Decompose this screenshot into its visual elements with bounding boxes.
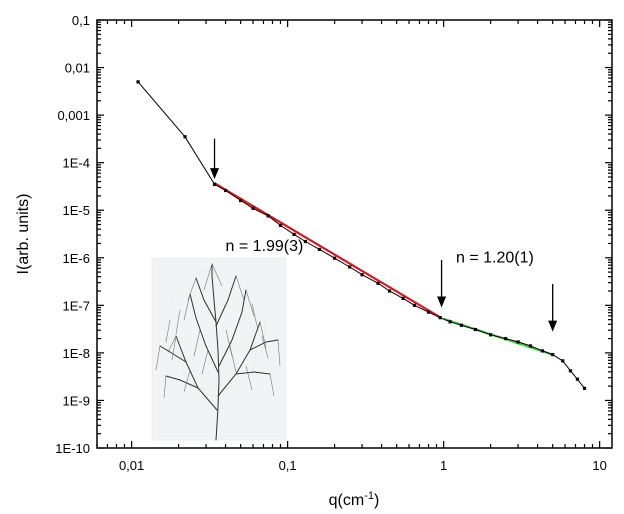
x-axis-title-base: q(cm: [329, 492, 365, 509]
data-point: [387, 289, 392, 293]
marker-arrow: [548, 284, 558, 332]
x-tick-label: 0,1: [279, 458, 297, 473]
data-point: [251, 206, 255, 210]
data-point: [438, 316, 442, 320]
y-tick-label: 1E-10: [55, 441, 90, 456]
data-series: [136, 80, 587, 390]
plot-frame: [96, 19, 613, 449]
y-axis-title: I(arb. units): [15, 194, 32, 275]
slope-annotation: n = 1.20(1): [456, 249, 534, 266]
data-point: [582, 386, 587, 390]
x-axis-title-sup: -1: [364, 490, 374, 502]
data-point: [266, 214, 270, 218]
data-point: [504, 336, 508, 341]
data-point: [317, 247, 322, 252]
data-point: [473, 327, 478, 332]
data-point: [332, 256, 337, 260]
annotations: n = 1.99(3) n = 1.20(1): [226, 238, 534, 267]
data-point: [540, 349, 545, 353]
data-point: [575, 377, 579, 381]
y-tick-label: 1E-5: [63, 203, 90, 218]
fit-line: [213, 182, 441, 319]
data-point: [448, 320, 452, 324]
y-tick-label: 1E-6: [63, 251, 90, 266]
marker-arrow: [210, 138, 220, 180]
axis-ticks: [96, 19, 612, 449]
x-axis-title-end: ): [374, 492, 379, 509]
y-tick-label: 0,01: [65, 61, 90, 76]
data-point: [516, 340, 520, 344]
data-point: [412, 303, 417, 307]
y-tick-label: 1E-9: [63, 393, 90, 408]
data-point: [568, 369, 573, 373]
marker-arrow: [437, 259, 447, 308]
data-point: [488, 333, 493, 337]
marker-arrows: [210, 138, 558, 332]
data-point: [426, 310, 431, 314]
data-point: [551, 353, 555, 357]
data-point: [278, 223, 283, 227]
y-tick-label: 1E-4: [63, 156, 90, 171]
data-point: [360, 273, 364, 277]
y-tick-label: 0,1: [72, 13, 90, 28]
x-axis-title: q(cm-1): [329, 490, 380, 509]
data-point: [183, 135, 187, 139]
data-point: [239, 198, 243, 203]
y-tick-label: 0,001: [57, 108, 90, 123]
data-point: [561, 359, 565, 363]
data-point: [401, 296, 405, 300]
x-tick-label: 0,01: [119, 458, 144, 473]
data-point: [303, 239, 307, 244]
y-tick-label: 1E-7: [63, 298, 90, 313]
tree-image: [151, 257, 287, 441]
data-point: [212, 182, 217, 186]
slope-annotation: n = 1.99(3): [226, 238, 304, 255]
data-point: [376, 281, 380, 285]
data-point: [223, 188, 228, 193]
data-point: [459, 323, 464, 327]
data-point: [136, 80, 140, 84]
data-point: [528, 344, 533, 348]
x-tick-label: 1: [440, 458, 447, 473]
tick-labels: 0,01 0,1 1 10 0,1 0,01 0,001 1E-4 1E-5 1E-6 1E-7 1E…: [55, 13, 607, 473]
x-tick-label: 10: [592, 458, 606, 473]
data-point: [292, 232, 296, 237]
y-tick-label: 1E-8: [63, 346, 90, 361]
data-point: [348, 265, 352, 269]
